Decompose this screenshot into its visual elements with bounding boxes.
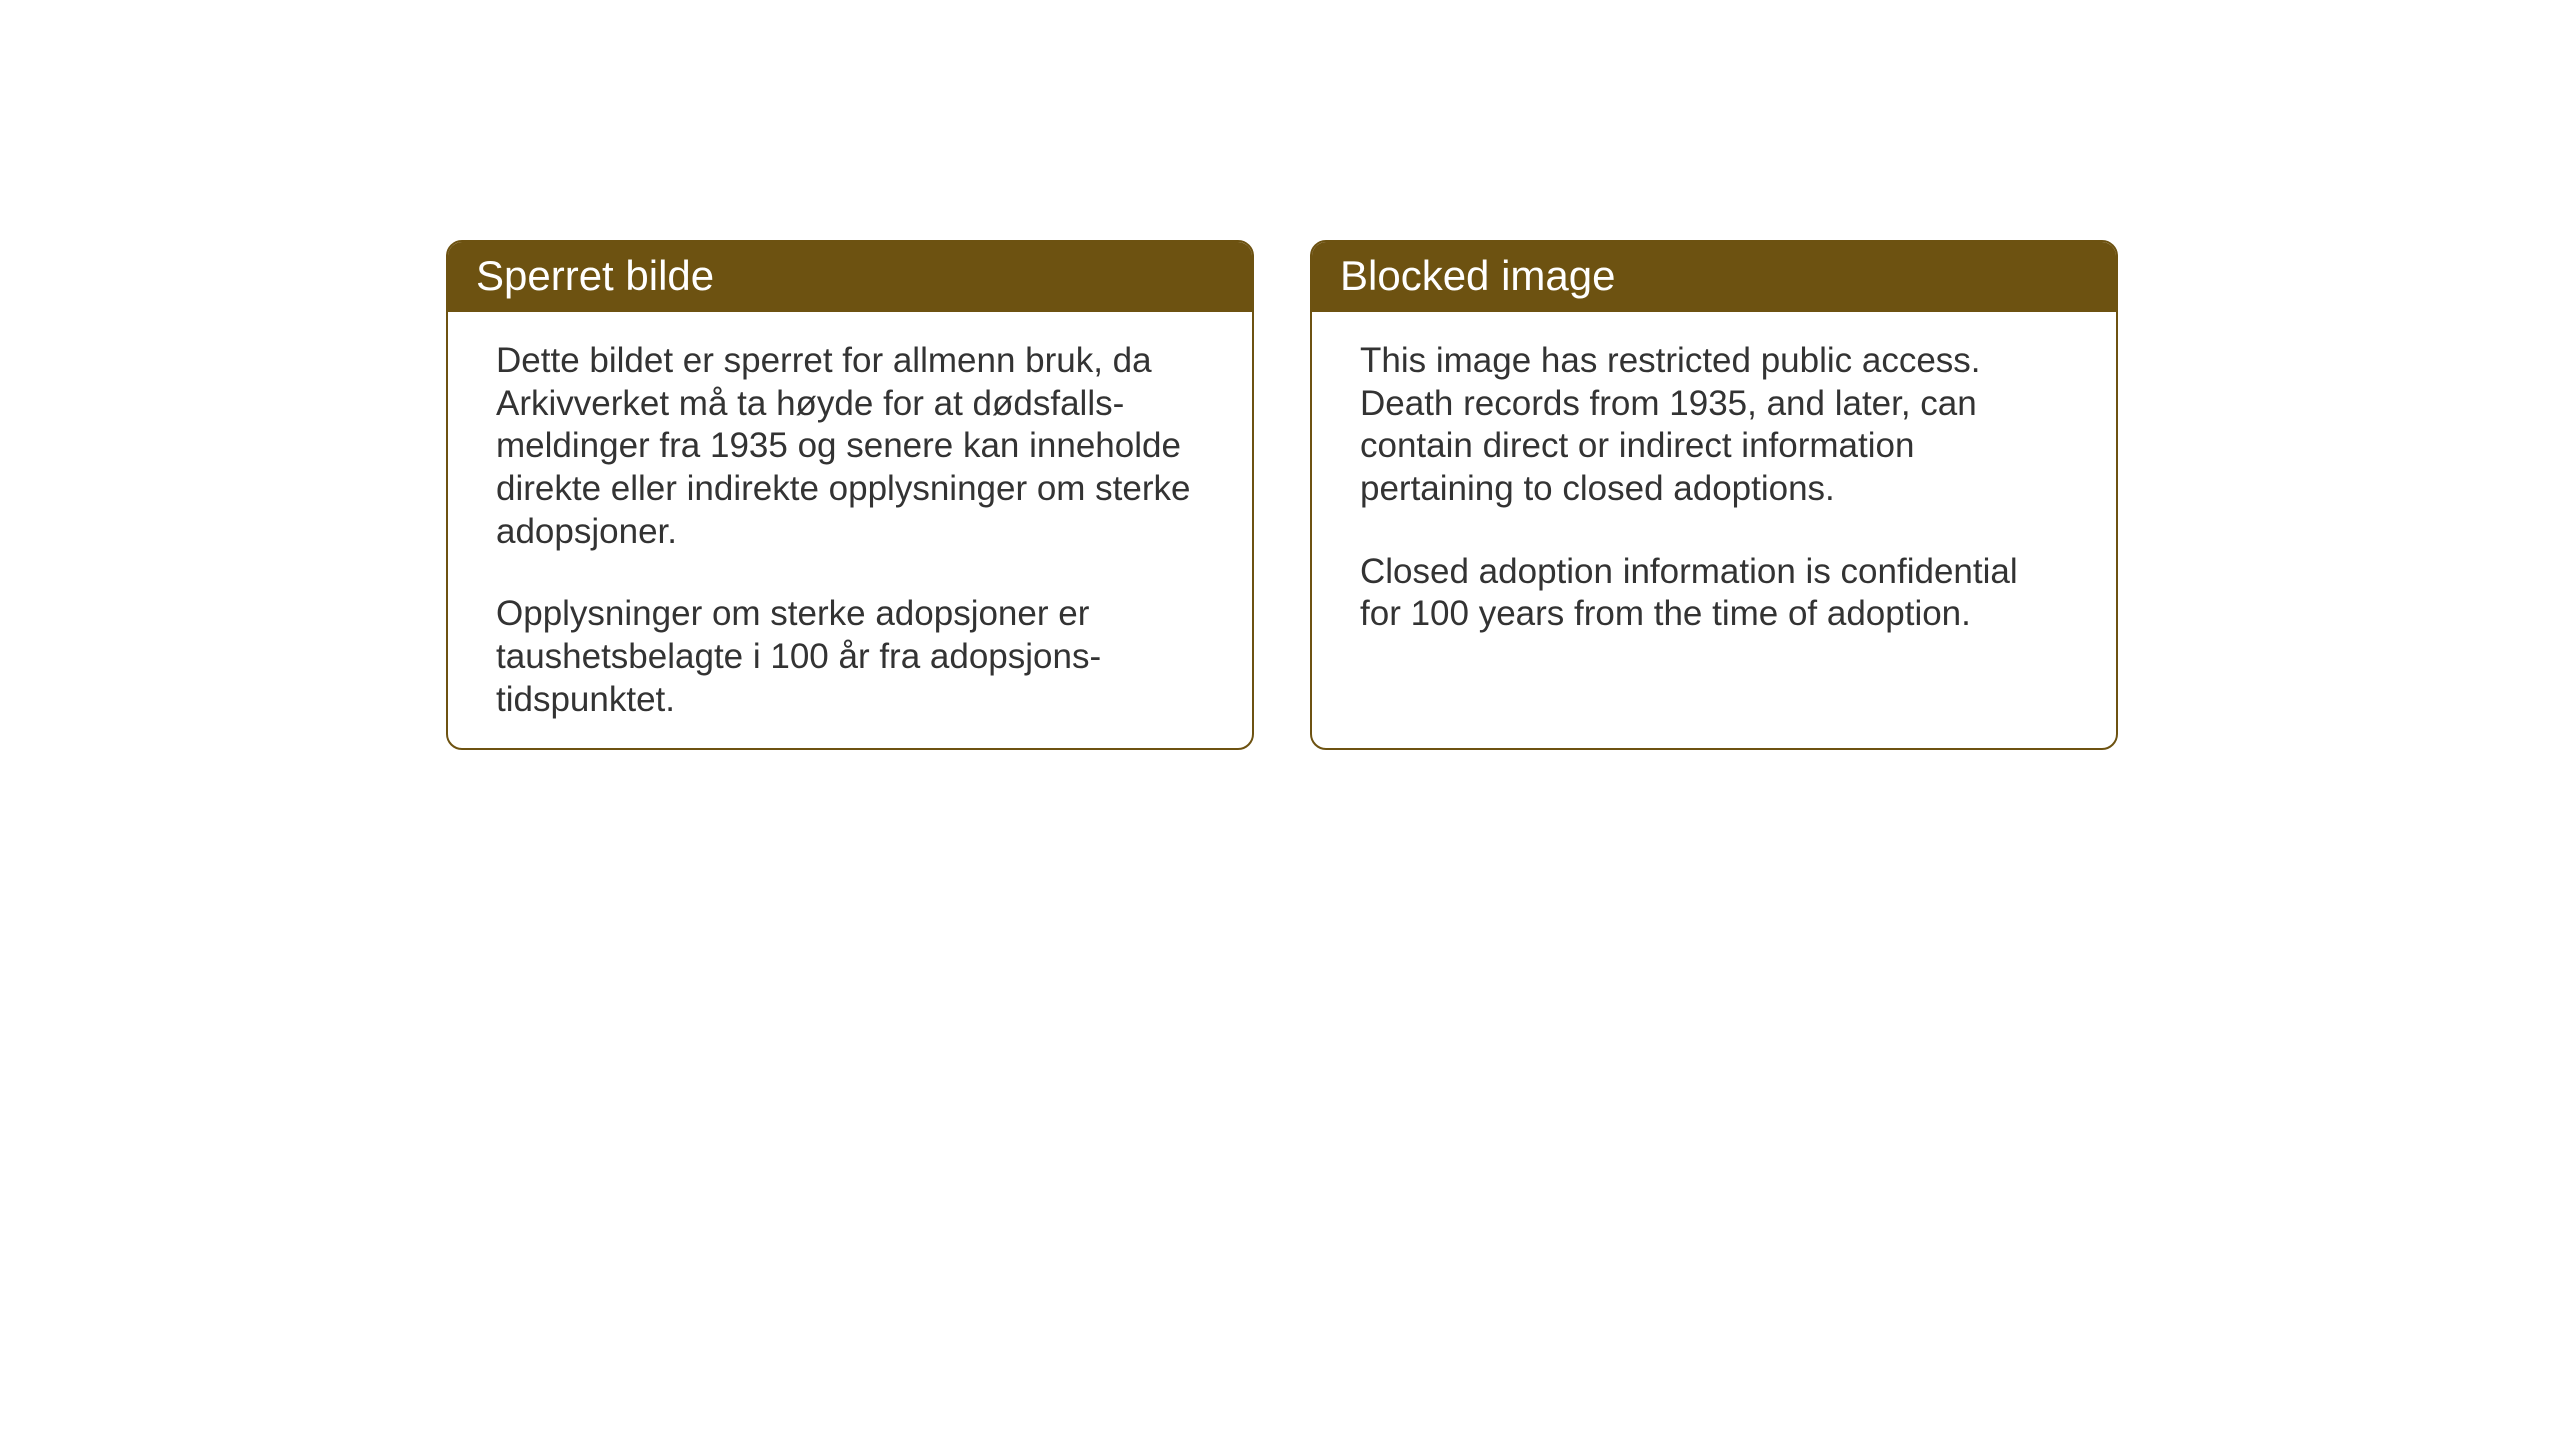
card-title-norwegian: Sperret bilde <box>476 252 714 299</box>
notice-card-norwegian: Sperret bilde Dette bildet er sperret fo… <box>446 240 1254 750</box>
card-paragraph-1-norwegian: Dette bildet er sperret for allmenn bruk… <box>496 340 1204 553</box>
card-title-english: Blocked image <box>1340 252 1615 299</box>
card-paragraph-2-english: Closed adoption information is confident… <box>1360 551 2068 636</box>
notice-card-english: Blocked image This image has restricted … <box>1310 240 2118 750</box>
card-header-english: Blocked image <box>1312 242 2116 312</box>
card-header-norwegian: Sperret bilde <box>448 242 1252 312</box>
card-body-english: This image has restricted public access.… <box>1312 312 2116 676</box>
card-body-norwegian: Dette bildet er sperret for allmenn bruk… <box>448 312 1252 750</box>
notice-container: Sperret bilde Dette bildet er sperret fo… <box>446 240 2118 750</box>
card-paragraph-2-norwegian: Opplysninger om sterke adopsjoner er tau… <box>496 593 1204 721</box>
card-paragraph-1-english: This image has restricted public access.… <box>1360 340 2068 511</box>
